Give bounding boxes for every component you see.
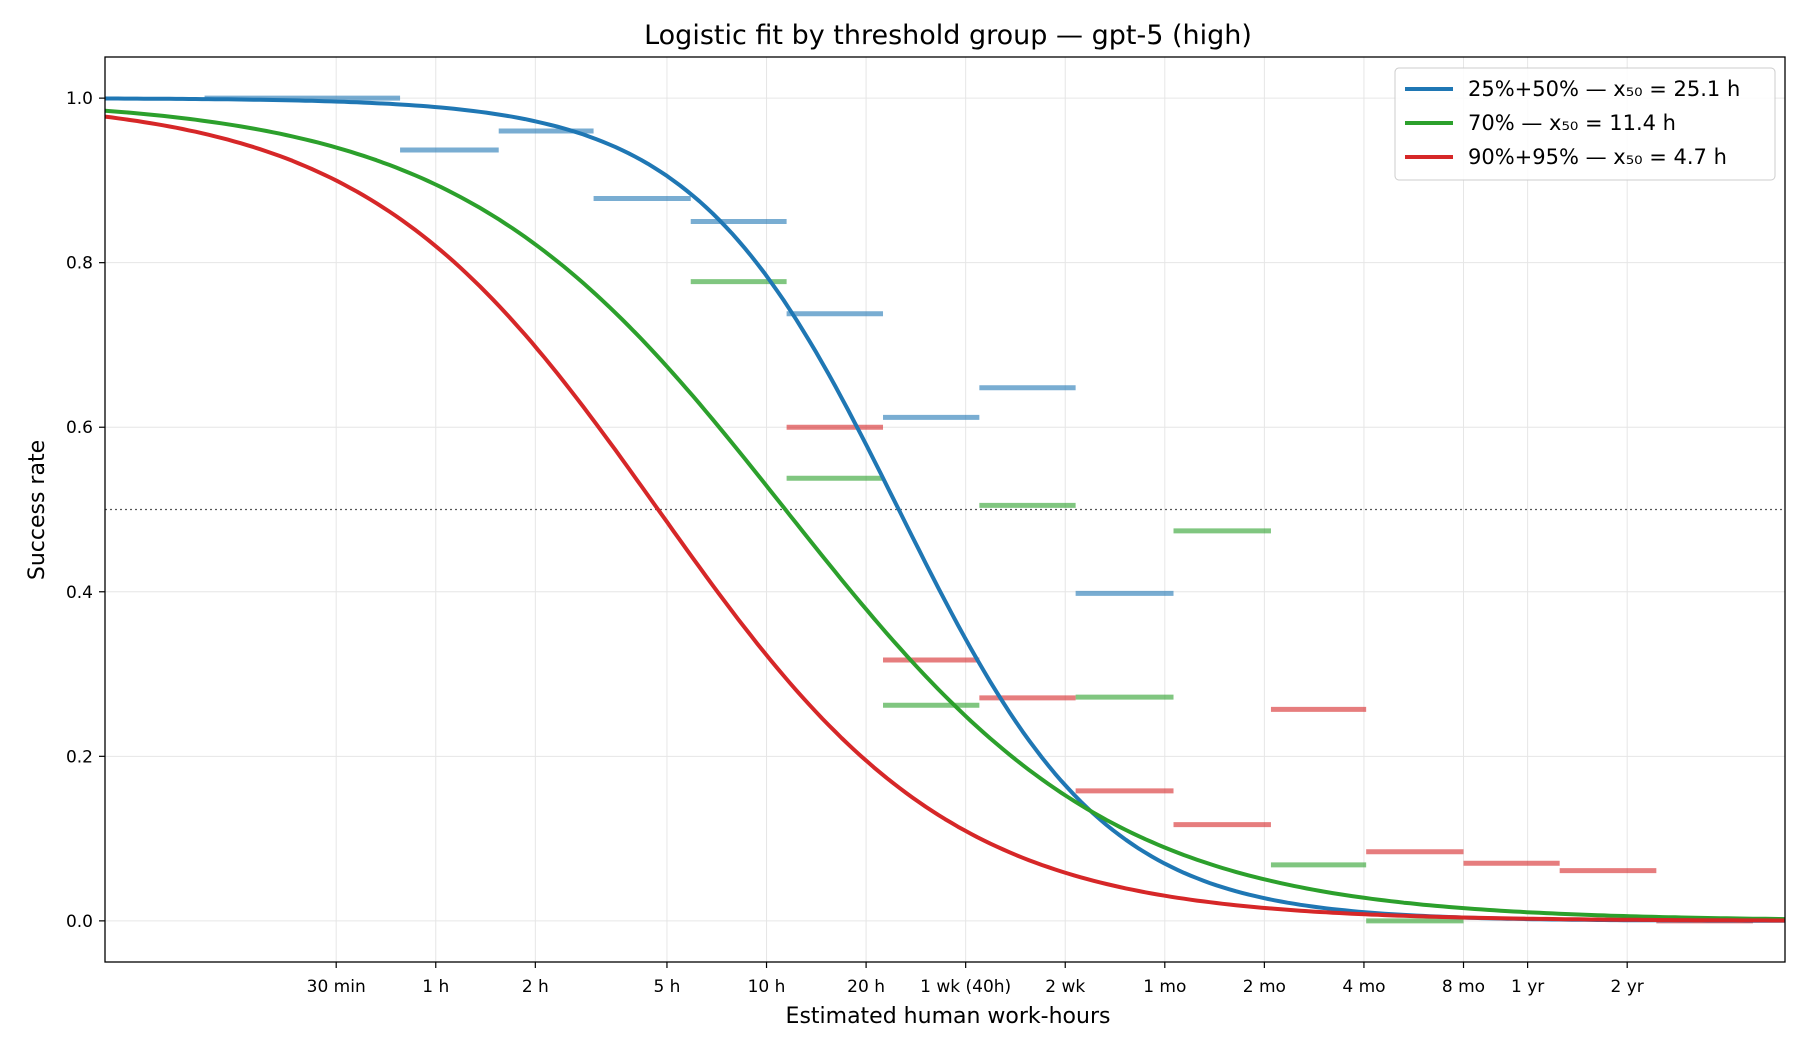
y-tick-label: 0.6: [66, 418, 93, 438]
y-tick-label: 0.0: [66, 912, 93, 932]
lines-layer: [104, 96, 1786, 923]
x-tick-label: 5 h: [653, 977, 680, 997]
legend-entry-0: 25%+50% — x₅₀ = 25.1 h: [1405, 77, 1740, 101]
y-tick-label: 0.4: [66, 583, 93, 603]
x-tick-label: 2 yr: [1611, 977, 1644, 997]
fit-line-series-1: [104, 108, 1786, 922]
x-tick-label: 1 h: [422, 977, 449, 997]
x-axis-title: Estimated human work-hours: [786, 1004, 1111, 1029]
y-tick-label: 0.8: [66, 254, 93, 274]
legend-label-2: 90%+95% — x₅₀ = 4.7 h: [1468, 145, 1727, 169]
legend-label-1: 70% — x₅₀ = 11.4 h: [1468, 111, 1676, 135]
grid: [105, 57, 1785, 962]
x-tick-label: 20 h: [847, 977, 885, 997]
x-tick-label: 1 wk (40h): [920, 977, 1011, 997]
x-tick-label: 4 mo: [1342, 977, 1385, 997]
x-tick-label: 30 min: [307, 977, 366, 997]
x-tick-label: 2 wk: [1045, 977, 1085, 997]
chart-title: Logistic fit by threshold group — gpt-5 …: [644, 20, 1252, 51]
legend-entry-2: 90%+95% — x₅₀ = 4.7 h: [1405, 145, 1727, 169]
legend: 25%+50% — x₅₀ = 25.1 h 70% — x₅₀ = 11.4 …: [1394, 67, 1776, 181]
x-tick-label: 2 mo: [1243, 977, 1286, 997]
ticks-layer: 30 min 1 h 2 h 5 h 10 h 20 h 1 wk (40h) 2 wk 1 m…: [66, 89, 1644, 997]
y-tick-label: 1.0: [66, 89, 93, 109]
legend-entry-1: 70% — x₅₀ = 11.4 h: [1405, 111, 1676, 135]
fit-line-series-2: [104, 114, 1785, 923]
y-tick-label: 0.2: [66, 747, 93, 767]
x-tick-label: 1 yr: [1511, 977, 1544, 997]
plot-frame: [104, 56, 1786, 963]
bins-layer: [204, 95, 1753, 924]
legend-box: [1394, 67, 1776, 181]
x-tick-label: 2 h: [522, 977, 549, 997]
legend-label-0: 25%+50% — x₅₀ = 25.1 h: [1468, 77, 1740, 101]
x-tick-label: 10 h: [748, 977, 786, 997]
y-axis-title: Success rate: [25, 440, 50, 580]
x-tick-label: 8 mo: [1442, 977, 1485, 997]
x-tick-label: 1 mo: [1143, 977, 1186, 997]
